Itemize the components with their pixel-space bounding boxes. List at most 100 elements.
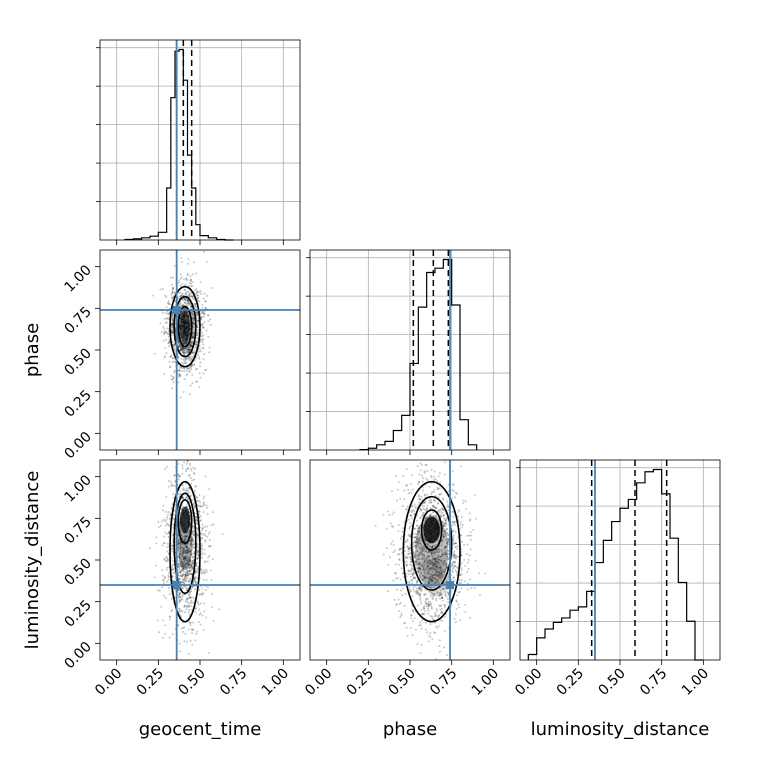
- sample-point: [427, 549, 430, 552]
- sample-point: [425, 602, 428, 605]
- sample-point: [452, 536, 455, 539]
- sample-point: [405, 556, 408, 559]
- sample-point: [171, 318, 174, 321]
- sample-point: [182, 550, 185, 553]
- sample-point: [415, 580, 418, 583]
- sample-point: [181, 370, 184, 373]
- sample-point: [413, 571, 416, 574]
- sample-point: [185, 557, 188, 560]
- sample-point: [408, 548, 411, 551]
- sample-point: [205, 616, 208, 619]
- sample-point: [190, 366, 193, 369]
- sample-point: [185, 566, 188, 569]
- sample-point: [184, 551, 187, 554]
- sample-point: [189, 577, 192, 580]
- sample-point: [168, 524, 171, 527]
- sample-point: [184, 283, 187, 286]
- sample-point: [181, 610, 184, 613]
- sample-point: [187, 345, 190, 348]
- sample-point: [206, 525, 209, 528]
- sample-point: [418, 494, 421, 497]
- sample-point: [191, 531, 194, 534]
- sample-point: [446, 552, 449, 555]
- sample-point: [195, 570, 198, 573]
- sample-point: [191, 336, 194, 339]
- sample-point: [460, 516, 463, 519]
- sample-point: [189, 285, 192, 288]
- sample-point: [202, 311, 205, 314]
- sample-point: [191, 295, 194, 298]
- sample-point: [192, 525, 195, 528]
- sample-point: [446, 505, 449, 508]
- sample-point: [442, 562, 445, 565]
- sample-point: [436, 480, 439, 483]
- sample-point: [460, 540, 463, 543]
- sample-point: [431, 554, 434, 557]
- sample-point: [424, 600, 427, 603]
- sample-point: [177, 281, 180, 284]
- sample-point: [394, 572, 397, 575]
- sample-point: [195, 570, 198, 573]
- sample-point: [437, 551, 440, 554]
- sample-point: [201, 593, 204, 596]
- sample-point: [426, 558, 429, 561]
- sample-point: [186, 460, 189, 463]
- sample-point: [194, 485, 197, 488]
- sample-point: [193, 578, 196, 581]
- sample-point: [183, 626, 186, 629]
- sample-point: [177, 554, 180, 557]
- contour-2: [169, 285, 201, 368]
- sample-point: [201, 527, 204, 530]
- sample-point: [183, 559, 186, 562]
- sample-point: [179, 546, 182, 549]
- sample-point: [389, 556, 392, 559]
- sample-point: [436, 568, 439, 571]
- sample-point: [419, 576, 422, 579]
- sample-point: [434, 477, 437, 480]
- sample-point: [463, 543, 466, 546]
- sample-point: [197, 621, 200, 624]
- sample-point: [200, 570, 203, 573]
- sample-point: [431, 561, 434, 564]
- sample-point: [408, 586, 411, 589]
- sample-point: [186, 351, 189, 354]
- sample-point: [190, 563, 193, 566]
- sample-point: [418, 539, 421, 542]
- sample-point: [171, 563, 174, 566]
- sample-point: [453, 550, 456, 553]
- sample-point: [184, 573, 187, 576]
- sample-point: [437, 576, 440, 579]
- sample-point: [416, 549, 419, 552]
- sample-point: [158, 631, 161, 634]
- sample-point: [184, 546, 187, 549]
- sample-point: [172, 517, 175, 520]
- sample-point: [158, 589, 161, 592]
- sample-point: [198, 504, 201, 507]
- sample-point: [428, 546, 431, 549]
- sample-point: [410, 560, 413, 563]
- sample-point: [201, 306, 204, 309]
- sample-point: [182, 557, 185, 560]
- sample-point: [191, 539, 194, 542]
- sample-point: [210, 605, 213, 608]
- sample-point: [427, 565, 430, 568]
- sample-point: [441, 596, 444, 599]
- sample-point: [180, 361, 183, 364]
- sample-point: [429, 594, 432, 597]
- sample-point: [417, 592, 420, 595]
- sample-point: [187, 560, 190, 563]
- sample-point: [191, 350, 194, 353]
- sample-point: [419, 498, 422, 501]
- sample-point: [187, 258, 190, 261]
- sample-point: [162, 333, 165, 336]
- sample-point: [437, 510, 440, 513]
- sample-point: [409, 546, 412, 549]
- sample-point: [180, 565, 183, 568]
- sample-point: [429, 623, 432, 626]
- sample-point: [208, 488, 211, 491]
- sample-point: [192, 566, 195, 569]
- sample-point: [427, 609, 430, 612]
- sample-point: [203, 548, 206, 551]
- sample-point: [444, 604, 447, 607]
- sample-point: [196, 557, 199, 560]
